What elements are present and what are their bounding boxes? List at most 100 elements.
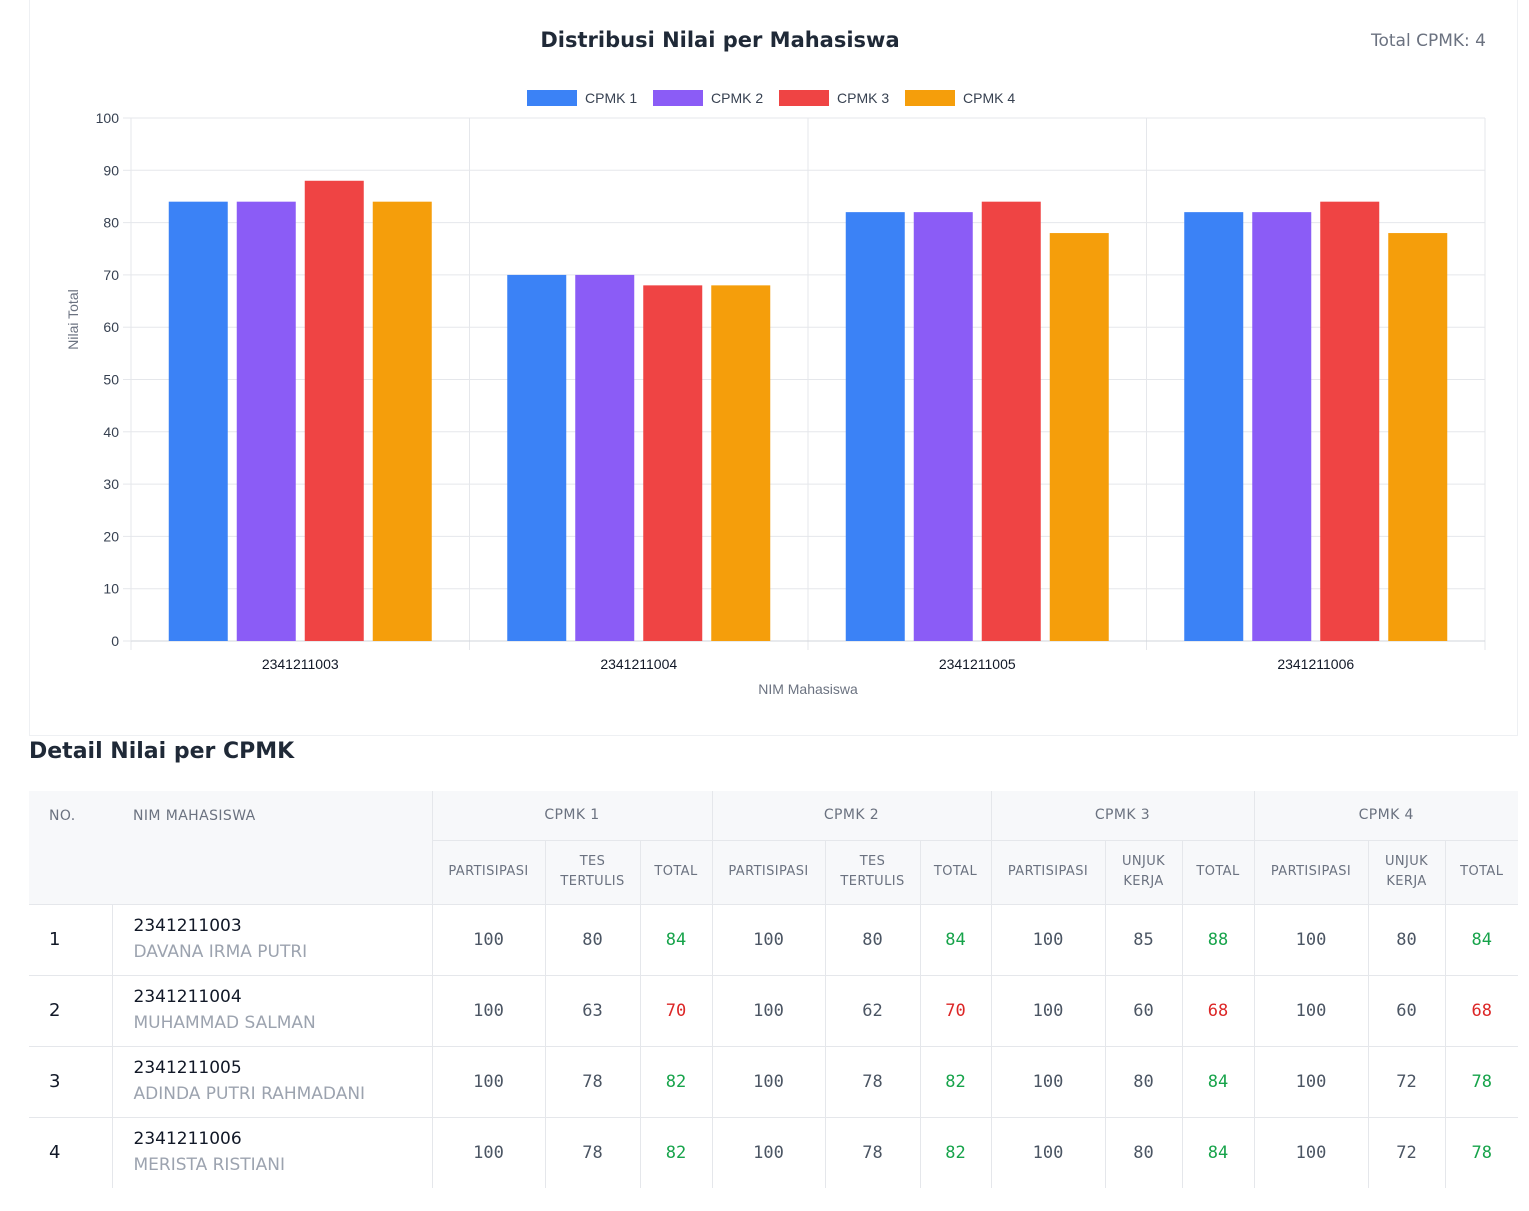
student-cell: 2341211003 DAVANA IRMA PUTRI (111, 904, 432, 975)
score-cell: 80 (544, 904, 640, 975)
score-cell: 72 (1367, 1046, 1445, 1117)
student-cell: 2341211006 MERISTA RISTIANI (111, 1117, 432, 1188)
score-cell: 100 (1253, 975, 1368, 1046)
score-cell: 100 (711, 1117, 825, 1188)
score-cell: 100 (1253, 1117, 1368, 1188)
student-name: DAVANA IRMA PUTRI (133, 942, 308, 962)
score-total-cell: 78 (1444, 1046, 1519, 1117)
chart-bar (507, 274, 567, 641)
col-header-sub: UNJUK KERJA (1367, 840, 1445, 904)
score-total-cell: 84 (639, 904, 712, 975)
score-cell: 100 (431, 904, 545, 975)
chart-bar (1320, 201, 1380, 641)
col-header-sub: PARTISIPASI (711, 840, 825, 904)
score-cell: 100 (990, 1117, 1105, 1188)
score-cell: 80 (1104, 1046, 1182, 1117)
table-row[interactable]: 4 2341211006 MERISTA RISTIANI 100 78 82 100 78 8… (29, 1117, 1519, 1188)
student-name: MERISTA RISTIANI (133, 1155, 286, 1176)
col-header-sub: PARTISIPASI (431, 840, 545, 904)
chart-bar (1388, 233, 1448, 641)
score-cell: 78 (544, 1117, 640, 1188)
chart-bar (845, 212, 905, 641)
score-total-cell: 82 (639, 1046, 712, 1117)
y-tick-label: 100 (96, 110, 120, 126)
col-header-no: NO. (29, 791, 112, 840)
chart-title: Distribusi Nilai per Mahasiswa (30, 28, 1410, 52)
chart-bar (1049, 233, 1109, 641)
col-header-blank (29, 840, 112, 904)
score-cell: 100 (431, 975, 545, 1046)
table-row[interactable]: 2 2341211004 MUHAMMAD SALMAN 100 63 70 100 62 70… (29, 975, 1519, 1046)
score-cell: 100 (1253, 1046, 1368, 1117)
table-row[interactable]: 3 2341211005 ADINDA PUTRI RAHMADANI 100 78 82… (29, 1046, 1519, 1117)
y-tick-label: 30 (103, 476, 119, 492)
student-nim: 2341211004 (133, 987, 242, 1007)
x-tick-label: 2341211005 (939, 656, 1016, 672)
chart-bar (575, 274, 635, 641)
chart-bar (643, 285, 703, 641)
student-cell: 2341211004 MUHAMMAD SALMAN (111, 975, 432, 1046)
score-cell: 72 (1367, 1117, 1445, 1188)
y-tick-label: 50 (103, 372, 119, 388)
legend-label: CPMK 2 (711, 90, 763, 106)
score-cell: 78 (824, 1046, 920, 1117)
y-tick-label: 70 (103, 267, 119, 283)
score-cell: 100 (711, 975, 825, 1046)
col-header-sub: TES TERTULIS (824, 840, 920, 904)
score-cell: 100 (431, 1046, 545, 1117)
col-header-sub: PARTISIPASI (1253, 840, 1368, 904)
x-axis-title: NIM Mahasiswa (758, 681, 858, 697)
score-cell: 63 (544, 975, 640, 1046)
table-row[interactable]: 1 2341211003 DAVANA IRMA PUTRI 100 80 84 100 80… (29, 904, 1519, 975)
score-total-cell: 70 (919, 975, 991, 1046)
score-total-cell: 84 (1181, 1117, 1254, 1188)
y-tick-label: 90 (103, 162, 119, 178)
score-cell: 100 (990, 904, 1105, 975)
chart-bar (981, 201, 1041, 641)
row-number: 3 (49, 1071, 61, 1092)
x-tick-label: 2341211003 (262, 656, 339, 672)
col-header-sub: UNJUK KERJA (1104, 840, 1182, 904)
detail-table-head: NO. NIM MAHASISWA CPMK 1 CPMK 2 CPMK 3 CPMK… (29, 791, 1519, 904)
y-tick-label: 60 (103, 319, 119, 335)
score-cell: 100 (431, 1117, 545, 1188)
score-total-cell: 84 (1181, 1046, 1254, 1117)
score-total-cell: 82 (919, 1117, 991, 1188)
student-cell: 2341211005 ADINDA PUTRI RAHMADANI (111, 1046, 432, 1117)
score-total-cell: 88 (1181, 904, 1254, 975)
score-total-cell: 84 (919, 904, 991, 975)
score-cell: 78 (544, 1046, 640, 1117)
y-tick-label: 0 (111, 633, 119, 649)
legend-swatch (905, 90, 955, 106)
col-header-nim: NIM MAHASISWA (112, 791, 432, 840)
score-total-cell: 68 (1181, 975, 1254, 1046)
student-nim: 2341211005 (133, 1058, 242, 1078)
chart-bar (1184, 212, 1244, 641)
legend-swatch (527, 90, 577, 106)
detail-table-container: NO. NIM MAHASISWA CPMK 1 CPMK 2 CPMK 3 CPMK… (29, 791, 1519, 1188)
score-cell: 80 (1104, 1117, 1182, 1188)
legend-swatch (653, 90, 703, 106)
score-total-cell: 70 (639, 975, 712, 1046)
score-cell: 80 (824, 904, 920, 975)
bar-chart: 0 10 20 30 40 50 60 70 80 90 100 2341211003 23412110… (65, 90, 1486, 697)
score-cell: 100 (990, 1046, 1105, 1117)
score-cell: 78 (824, 1117, 920, 1188)
col-header-sub: TOTAL (1444, 840, 1519, 904)
student-name: MUHAMMAD SALMAN (133, 1013, 316, 1033)
col-header-sub: PARTISIPASI (990, 840, 1105, 904)
x-tick-label: 2341211006 (1277, 656, 1354, 672)
score-cell: 60 (1104, 975, 1182, 1046)
y-tick-label: 80 (103, 215, 119, 231)
score-total-cell: 78 (1444, 1117, 1519, 1188)
student-nim: 2341211003 (133, 916, 242, 936)
score-cell: 100 (711, 1046, 825, 1117)
col-header-sub: TOTAL (919, 840, 991, 904)
y-axis-title: Nilai Total (65, 289, 81, 349)
col-header-sub: TOTAL (639, 840, 712, 904)
legend-label: CPMK 4 (963, 90, 1015, 106)
col-header-cpmk-group: CPMK 4 (1253, 791, 1519, 841)
score-total-cell: 82 (639, 1117, 712, 1188)
detail-heading: Detail Nilai per CPMK (29, 739, 295, 764)
col-header-cpmk-group: CPMK 3 (990, 791, 1254, 841)
